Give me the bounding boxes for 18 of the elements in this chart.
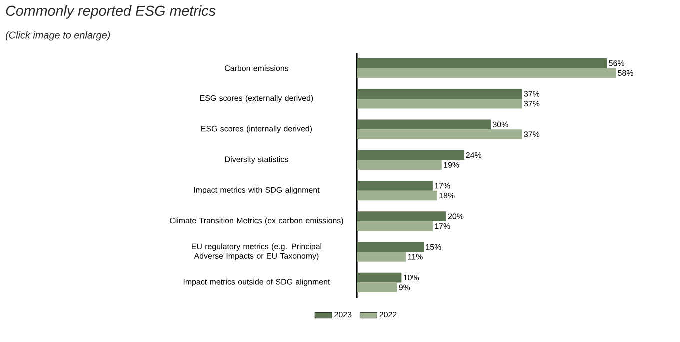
bar (357, 212, 446, 222)
text: (Click image to enlarge) (6, 32, 110, 41)
bar (357, 68, 616, 78)
bar (357, 98, 522, 109)
bar (357, 160, 442, 170)
bar (357, 89, 522, 99)
bar (357, 181, 433, 191)
bar (357, 221, 433, 232)
bar (357, 120, 492, 130)
bar (357, 58, 608, 68)
bar (357, 252, 406, 262)
bar (357, 242, 424, 252)
bar (357, 130, 522, 140)
bar (357, 272, 402, 283)
bar (357, 190, 438, 201)
bar (357, 282, 398, 292)
bar (357, 150, 464, 160)
text: Commonly reported ESG metrics (6, 6, 216, 19)
